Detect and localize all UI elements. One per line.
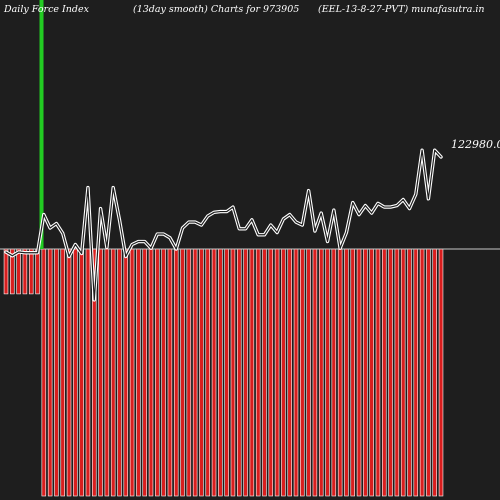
bar — [85, 248, 91, 497]
bar — [41, 248, 47, 497]
bar — [400, 248, 406, 497]
bar — [218, 248, 223, 497]
bar — [155, 248, 160, 497]
bar — [407, 248, 412, 497]
bar — [35, 248, 40, 295]
bar — [205, 248, 210, 497]
bar — [363, 248, 368, 497]
bar — [262, 248, 267, 497]
bar — [413, 248, 419, 497]
bar — [300, 248, 305, 497]
bar — [426, 248, 431, 497]
last-value-label: 122980.00 — [451, 138, 500, 151]
bar — [66, 248, 72, 497]
bar — [60, 248, 65, 497]
bar — [54, 248, 59, 497]
bar — [167, 248, 173, 497]
bar — [281, 248, 286, 497]
bar — [16, 248, 21, 295]
bar — [249, 248, 255, 497]
bar — [438, 248, 444, 497]
bar — [129, 248, 135, 497]
bar — [274, 248, 280, 497]
bar — [237, 248, 242, 497]
bar — [186, 248, 192, 497]
bar — [142, 248, 147, 497]
bar — [117, 248, 122, 497]
bar — [287, 248, 292, 497]
highlight-bar — [39, 0, 44, 249]
bar — [255, 248, 261, 497]
header-center: (13day smooth) Charts for 973905 — [133, 4, 299, 15]
bar — [224, 248, 229, 497]
bar — [230, 248, 236, 497]
bar — [73, 248, 78, 497]
bar — [180, 248, 185, 497]
bar — [161, 248, 166, 497]
bar — [211, 248, 217, 497]
bar — [22, 248, 28, 295]
bar — [47, 248, 53, 497]
bar — [375, 248, 381, 497]
bar — [369, 248, 374, 497]
header-left: Daily Force Index — [3, 4, 90, 15]
header-right: (EEL-13-8-27-PVT) munafasutra.in — [318, 4, 485, 15]
bar — [110, 248, 116, 497]
bar — [356, 248, 362, 497]
bar — [306, 248, 311, 497]
bar — [388, 248, 393, 497]
bar — [394, 248, 400, 497]
bar — [325, 248, 330, 497]
bar — [123, 248, 129, 497]
bar — [104, 248, 110, 497]
bar — [268, 248, 274, 497]
bar — [344, 248, 349, 497]
bar — [148, 248, 154, 497]
bar — [192, 248, 198, 497]
bar — [199, 248, 204, 497]
bar — [350, 248, 355, 497]
line-group — [4, 148, 443, 302]
bar — [136, 248, 141, 497]
bar — [98, 248, 103, 497]
bar — [318, 248, 324, 497]
bar — [293, 248, 299, 497]
bar — [382, 248, 387, 497]
bar — [3, 248, 9, 295]
bar — [28, 248, 34, 295]
bar — [419, 248, 425, 497]
bar — [79, 248, 84, 497]
force-index-line — [5, 149, 442, 301]
bar — [312, 248, 318, 497]
bar — [243, 248, 248, 497]
bar — [432, 248, 437, 497]
bar — [337, 248, 343, 497]
bar — [331, 248, 337, 497]
bar — [173, 248, 179, 497]
